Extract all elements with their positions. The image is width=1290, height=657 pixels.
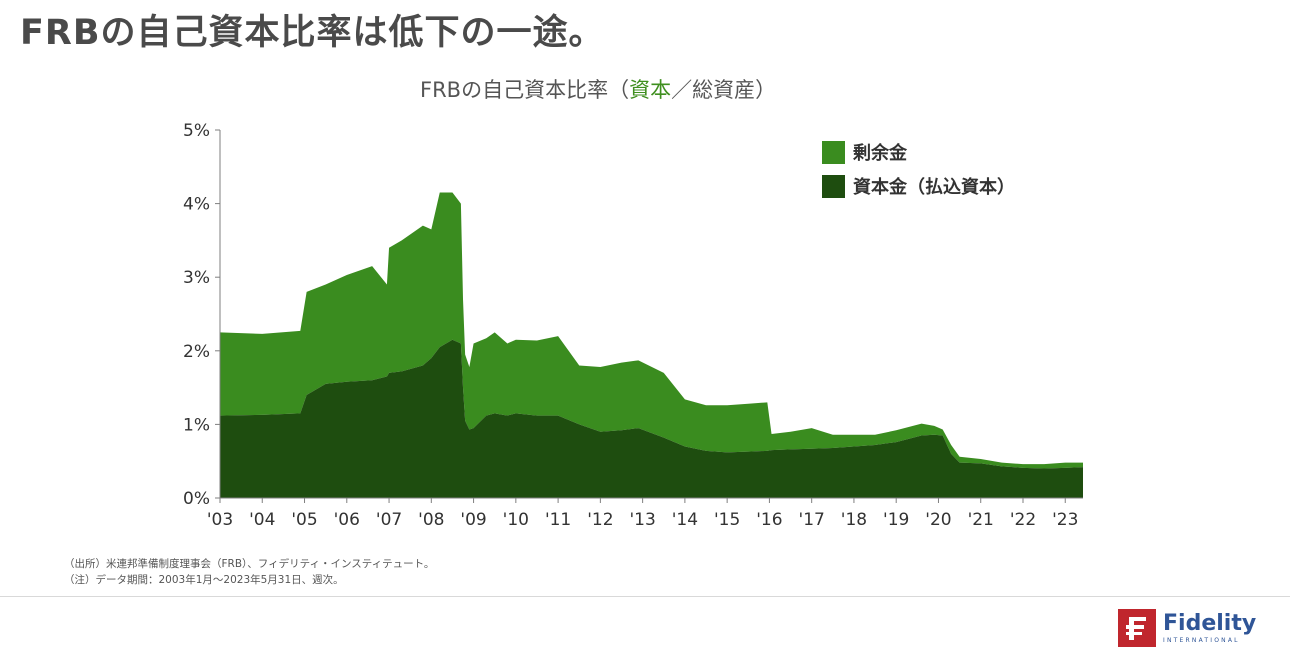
x-tick-label: '08 bbox=[418, 510, 444, 530]
x-tick-label: '19 bbox=[883, 510, 909, 530]
y-tick-label: 3% bbox=[183, 268, 210, 288]
legend-item-surplus: 剰余金 bbox=[822, 138, 1015, 166]
legend-swatch-surplus bbox=[822, 140, 845, 164]
x-tick-label: '12 bbox=[587, 510, 613, 530]
x-tick-label: '21 bbox=[968, 510, 994, 530]
x-tick-label: '09 bbox=[460, 510, 486, 530]
y-tick-label: 4% bbox=[183, 195, 210, 215]
chart-legend: 剰余金 資本金（払込資本） bbox=[822, 138, 1015, 206]
x-tick-label: '14 bbox=[672, 510, 698, 530]
capital-ratio-chart: 0% 1% 2% 3% 4% 5% '03 '04 '05 '06 '07 '08 '09 '10 '11 '… bbox=[183, 121, 1083, 530]
paid-in-capital-area bbox=[220, 339, 1083, 498]
x-tick-label: '22 bbox=[1010, 510, 1036, 530]
fidelity-f-icon bbox=[1118, 609, 1156, 647]
surplus-area bbox=[220, 192, 1083, 469]
y-tick-label: 5% bbox=[183, 121, 210, 141]
chart-title-prefix: FRBの自己資本比率（ bbox=[420, 78, 630, 102]
x-tick-label: '15 bbox=[714, 510, 740, 530]
y-tick-label: 0% bbox=[183, 489, 210, 509]
legend-swatch-paid-in bbox=[822, 174, 845, 198]
legend-item-paid-in: 資本金（払込資本） bbox=[822, 172, 1015, 200]
x-tick-label: '13 bbox=[629, 510, 655, 530]
legend-label-paid-in: 資本金（払込資本） bbox=[853, 177, 1015, 198]
footnote-note: （注）データ期間：2003年1月～2023年5月31日、週次。 bbox=[64, 574, 344, 586]
legend-label-surplus: 剰余金 bbox=[853, 143, 907, 164]
x-tick-label: '11 bbox=[545, 510, 571, 530]
page-headline: FRBの自己資本比率は低下の一途。 bbox=[20, 13, 605, 53]
chart-title: FRBの自己資本比率（資本／総資産） bbox=[420, 74, 776, 104]
x-tick-label: '20 bbox=[925, 510, 951, 530]
y-tick-label: 1% bbox=[183, 415, 210, 435]
y-tick-label: 2% bbox=[183, 342, 210, 362]
x-tick-label: '23 bbox=[1052, 510, 1078, 530]
footnote-source: （出所）米連邦準備制度理事会（FRB）、フィデリティ・インスティテュート。 bbox=[64, 558, 435, 570]
x-tick-label: '06 bbox=[334, 510, 360, 530]
logo-subtitle: INTERNATIONAL bbox=[1163, 636, 1240, 644]
logo-wordmark: Fidelity bbox=[1163, 610, 1257, 636]
x-tick-label: '05 bbox=[291, 510, 317, 530]
x-tick-label: '17 bbox=[799, 510, 825, 530]
x-tick-label: '18 bbox=[841, 510, 867, 530]
fidelity-logo: Fidelity INTERNATIONAL bbox=[1118, 609, 1256, 647]
footer-divider bbox=[0, 596, 1290, 597]
x-tick-label: '03 bbox=[207, 510, 233, 530]
x-tick-label: '16 bbox=[756, 510, 782, 530]
chart-title-highlight: 資本 bbox=[629, 78, 672, 102]
x-tick-label: '04 bbox=[249, 510, 275, 530]
x-tick-label: '07 bbox=[376, 510, 402, 530]
chart-title-suffix: ／総資産） bbox=[671, 78, 777, 102]
x-tick-label: '10 bbox=[503, 510, 529, 530]
